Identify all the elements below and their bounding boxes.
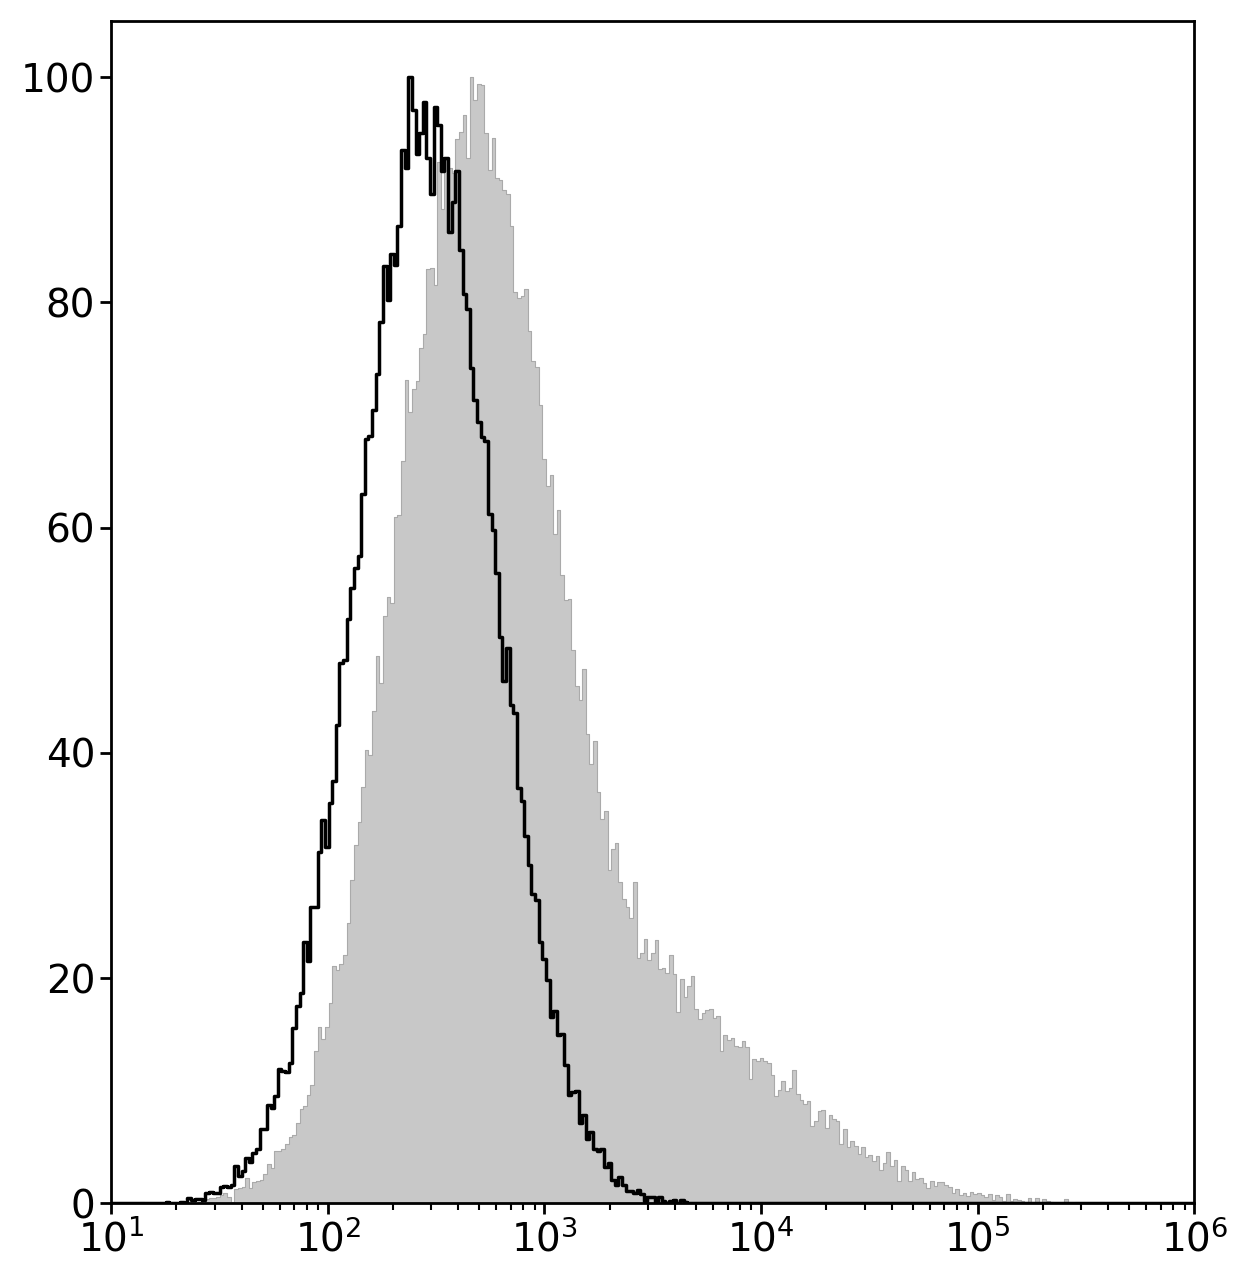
Polygon shape [111,77,1194,1203]
